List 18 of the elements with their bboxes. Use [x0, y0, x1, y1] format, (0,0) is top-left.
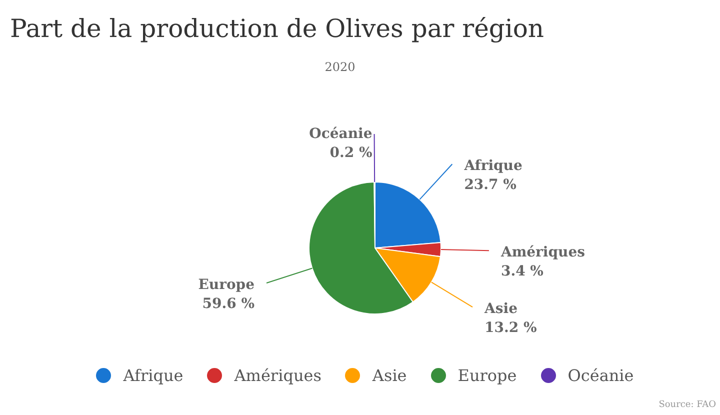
legend-label: Océanie: [568, 366, 634, 385]
legend-label: Europe: [458, 366, 517, 385]
source-note: Source: FAO: [658, 400, 716, 410]
slice-label: Océanie: [309, 126, 372, 142]
chart-subtitle: 2020: [324, 60, 356, 74]
slice-label: Europe: [198, 277, 255, 294]
legend-label: Amériques: [234, 366, 322, 385]
slice-label: Amériques: [500, 244, 586, 261]
slice-label: Afrique: [463, 158, 522, 174]
data-label: 59.6 %: [202, 296, 255, 312]
legend-label: Asie: [372, 366, 407, 385]
legend-label: Afrique: [123, 366, 184, 385]
data-label: 0.2 %: [330, 145, 372, 161]
data-label: 3.4 %: [500, 264, 544, 280]
chart-title: Part de la production de Olives par région: [10, 14, 544, 43]
data-label: 23.7 %: [464, 177, 516, 194]
data-label: 13.2 %: [484, 320, 537, 336]
slice-label: Asie: [484, 301, 518, 318]
